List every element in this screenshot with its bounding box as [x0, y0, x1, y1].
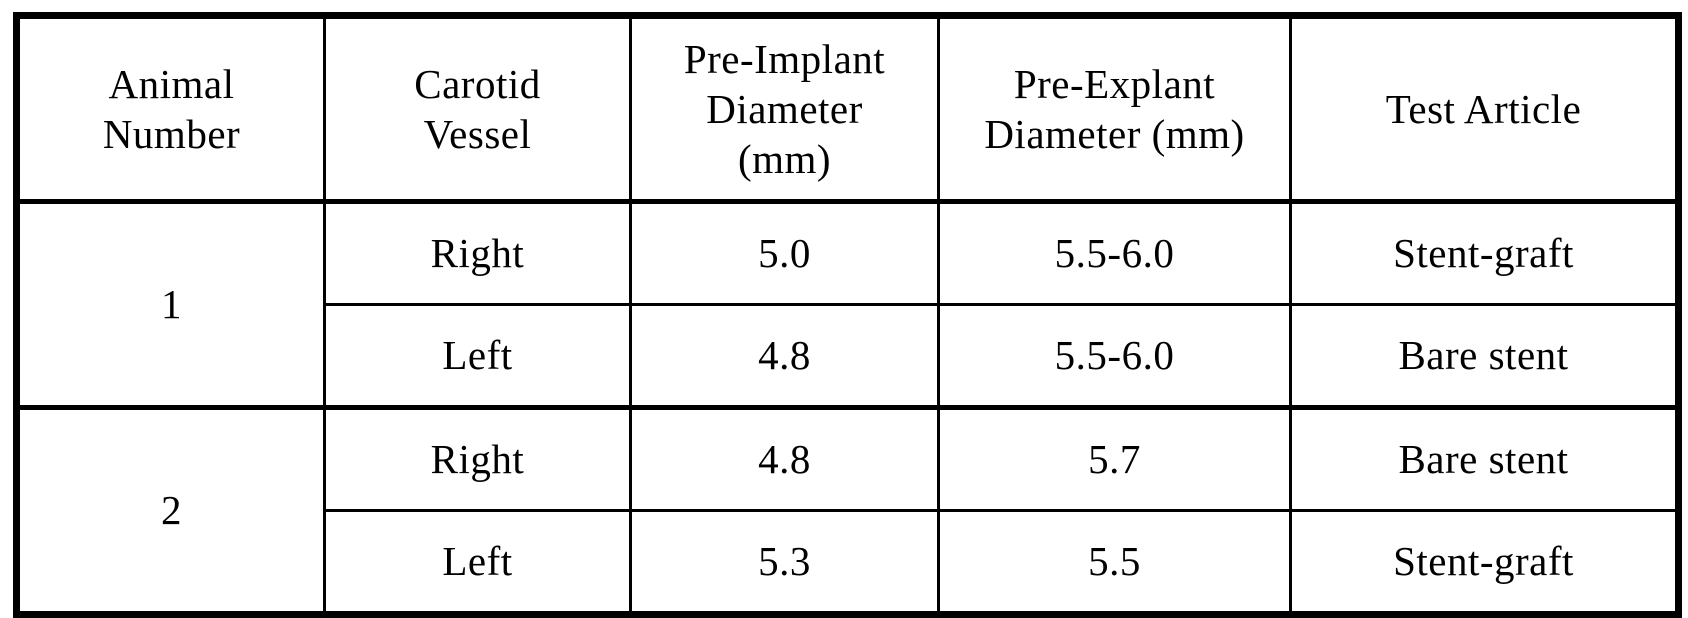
header-text-line: Vessel: [423, 111, 532, 157]
cell-pre-implant-diameter: 5.0: [629, 199, 940, 306]
document-page: Animal Number Carotid Vessel Pre-Implant…: [13, 12, 1682, 618]
cell-carotid-vessel: Left: [323, 509, 632, 616]
cell-carotid-vessel: Right: [323, 405, 632, 512]
cell-test-article: Stent-graft: [1289, 199, 1680, 306]
header-text-line: Diameter (mm): [984, 111, 1245, 157]
animal-implant-table: Animal Number Carotid Vessel Pre-Implant…: [13, 12, 1682, 618]
cell-carotid-vessel: Right: [323, 199, 632, 306]
table-header-row: Animal Number Carotid Vessel Pre-Implant…: [15, 14, 1680, 203]
cell-pre-explant-diameter: 5.5-6.0: [937, 303, 1292, 409]
header-text-line: Carotid: [414, 60, 541, 107]
header-text-line: Test Article: [1385, 85, 1582, 132]
cell-pre-implant-diameter: 4.8: [629, 303, 940, 409]
header-cell-animal-number: Animal Number: [15, 14, 326, 203]
table-row: 2 Right 4.8 5.7 Bare stent: [15, 405, 1680, 616]
cell-test-article: Bare stent: [1289, 303, 1680, 409]
header-text-line: (mm): [737, 136, 832, 182]
header-cell-pre-implant-diameter: Pre-Implant Diameter (mm): [629, 14, 940, 203]
cell-test-article: Stent-graft: [1289, 509, 1680, 616]
cell-pre-implant-diameter: 5.3: [629, 509, 940, 616]
header-text-line: Pre-Explant: [1013, 60, 1216, 107]
header-cell-carotid-vessel: Carotid Vessel: [323, 14, 632, 203]
cell-pre-explant-diameter: 5.7: [937, 405, 1292, 512]
header-cell-test-article: Test Article: [1289, 14, 1680, 203]
table-row: 1 Right 5.0 5.5-6.0 Stent-graft: [15, 199, 1680, 409]
cell-test-article: Bare stent: [1289, 405, 1680, 512]
table-row: Left 4.8 5.5-6.0 Bare stent: [17, 303, 1680, 409]
cell-animal-number: 1: [15, 199, 326, 409]
cell-carotid-vessel: Left: [323, 303, 632, 409]
header-cell-pre-explant-diameter: Pre-Explant Diameter (mm): [937, 14, 1292, 203]
cell-pre-implant-diameter: 4.8: [629, 405, 940, 512]
header-text-line: Pre-Implant: [683, 35, 886, 82]
header-text-line: Animal: [108, 60, 235, 107]
cell-animal-number: 2: [15, 405, 326, 616]
cell-pre-explant-diameter: 5.5: [937, 509, 1292, 616]
cell-pre-explant-diameter: 5.5-6.0: [937, 199, 1292, 306]
header-text-line: Number: [102, 111, 241, 157]
header-text-line: Diameter: [706, 85, 863, 132]
